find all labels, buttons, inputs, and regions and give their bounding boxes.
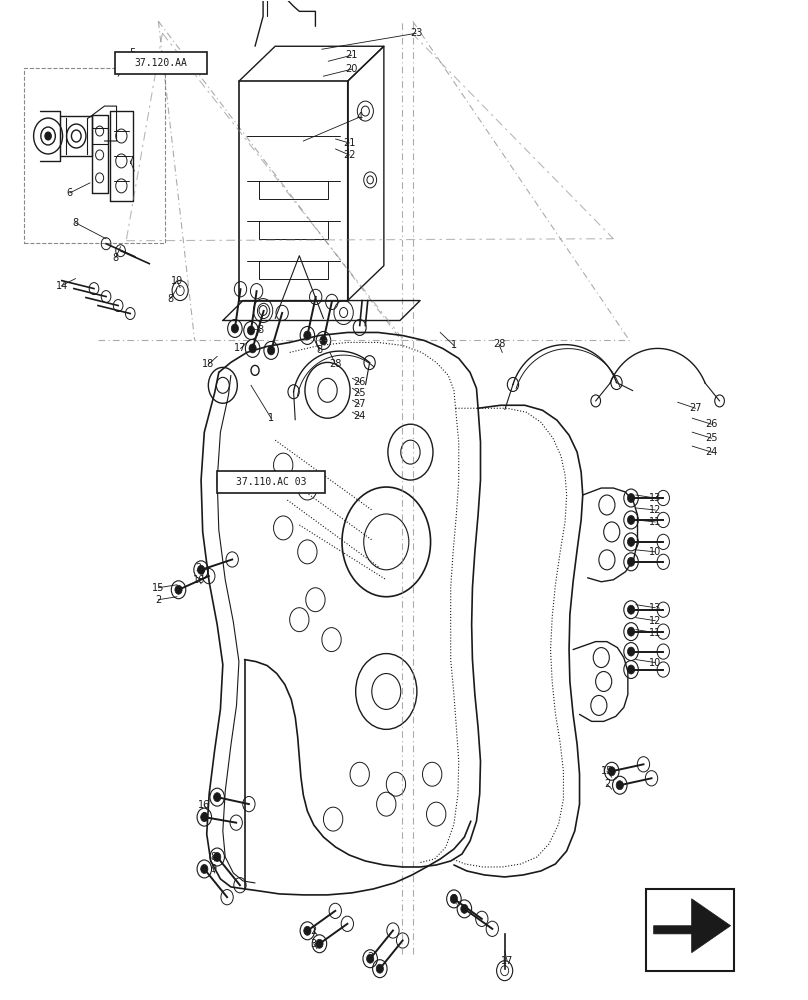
- Bar: [259, 261, 327, 279]
- Circle shape: [628, 627, 635, 636]
- Polygon shape: [654, 899, 730, 953]
- Text: 8: 8: [73, 218, 78, 228]
- Bar: [259, 181, 327, 199]
- Text: 8: 8: [210, 852, 217, 862]
- Circle shape: [377, 964, 384, 973]
- Circle shape: [608, 767, 616, 776]
- Circle shape: [45, 132, 52, 140]
- Text: 2: 2: [311, 926, 317, 936]
- Text: 22: 22: [343, 150, 356, 160]
- Circle shape: [628, 605, 635, 614]
- Text: 5: 5: [128, 48, 135, 58]
- Text: 37.110.AC 03: 37.110.AC 03: [236, 477, 306, 487]
- Circle shape: [304, 331, 311, 340]
- Text: 8: 8: [451, 894, 457, 904]
- Text: 25: 25: [705, 433, 718, 443]
- Text: 26: 26: [705, 419, 718, 429]
- Circle shape: [320, 336, 327, 345]
- Text: 8: 8: [258, 325, 263, 335]
- Text: 8: 8: [112, 253, 119, 263]
- Circle shape: [450, 894, 457, 903]
- Text: 27: 27: [689, 403, 701, 413]
- Text: 2: 2: [155, 595, 162, 605]
- Text: 23: 23: [410, 28, 423, 38]
- Text: 20: 20: [346, 64, 358, 74]
- Circle shape: [200, 864, 208, 873]
- Circle shape: [247, 326, 255, 335]
- Text: 4: 4: [356, 112, 363, 122]
- Circle shape: [304, 926, 311, 935]
- Circle shape: [628, 647, 635, 656]
- Text: 17: 17: [501, 956, 513, 966]
- Circle shape: [231, 324, 238, 333]
- Text: 8: 8: [317, 345, 322, 355]
- Circle shape: [628, 515, 635, 524]
- Text: 21: 21: [346, 50, 358, 60]
- Text: 1: 1: [268, 413, 274, 423]
- Circle shape: [617, 781, 624, 790]
- Text: 21: 21: [343, 138, 356, 148]
- Text: 12: 12: [649, 616, 662, 626]
- Text: 16: 16: [198, 800, 210, 810]
- Text: 2: 2: [604, 779, 610, 789]
- Text: 16: 16: [192, 575, 204, 585]
- Text: 15: 15: [600, 766, 613, 776]
- Text: 6: 6: [67, 188, 73, 198]
- Text: 13: 13: [649, 603, 662, 613]
- Text: 13: 13: [649, 493, 662, 503]
- Text: 8: 8: [167, 294, 174, 304]
- Text: 25: 25: [353, 388, 366, 398]
- Circle shape: [461, 904, 468, 913]
- Bar: [24, 68, 165, 243]
- Text: 24: 24: [705, 447, 718, 457]
- Circle shape: [628, 665, 635, 674]
- Text: 24: 24: [354, 411, 366, 421]
- Text: 37.120.AA: 37.120.AA: [134, 58, 187, 68]
- Text: 27: 27: [353, 399, 366, 409]
- Circle shape: [249, 344, 256, 353]
- Text: 2: 2: [201, 812, 208, 822]
- Circle shape: [200, 813, 208, 822]
- Text: 17: 17: [234, 343, 246, 353]
- Circle shape: [628, 557, 635, 566]
- Circle shape: [367, 954, 374, 963]
- Text: 10: 10: [649, 547, 662, 557]
- Bar: [259, 221, 327, 239]
- Text: 9: 9: [210, 864, 217, 874]
- Text: 1: 1: [451, 340, 457, 350]
- Text: 26: 26: [354, 377, 366, 387]
- Text: 28: 28: [493, 339, 505, 349]
- Text: 12: 12: [649, 505, 662, 515]
- Text: 14: 14: [56, 281, 68, 291]
- Text: 11: 11: [649, 628, 662, 638]
- Circle shape: [316, 939, 323, 948]
- Text: 2: 2: [367, 952, 373, 962]
- Circle shape: [197, 565, 204, 574]
- Circle shape: [213, 853, 221, 861]
- Text: 11: 11: [649, 517, 662, 527]
- Bar: [217, 471, 326, 493]
- Text: 15: 15: [152, 583, 165, 593]
- Circle shape: [175, 585, 182, 594]
- Circle shape: [628, 537, 635, 546]
- Text: 19: 19: [170, 276, 183, 286]
- Text: 10: 10: [649, 658, 662, 668]
- Bar: [646, 889, 734, 971]
- Circle shape: [267, 346, 275, 355]
- Text: 18: 18: [202, 359, 214, 369]
- Text: 3: 3: [311, 939, 317, 949]
- Circle shape: [213, 793, 221, 802]
- Circle shape: [628, 494, 635, 502]
- Bar: [115, 52, 207, 74]
- Text: 7: 7: [127, 156, 133, 166]
- Text: 28: 28: [330, 359, 342, 369]
- Text: 2: 2: [196, 563, 202, 573]
